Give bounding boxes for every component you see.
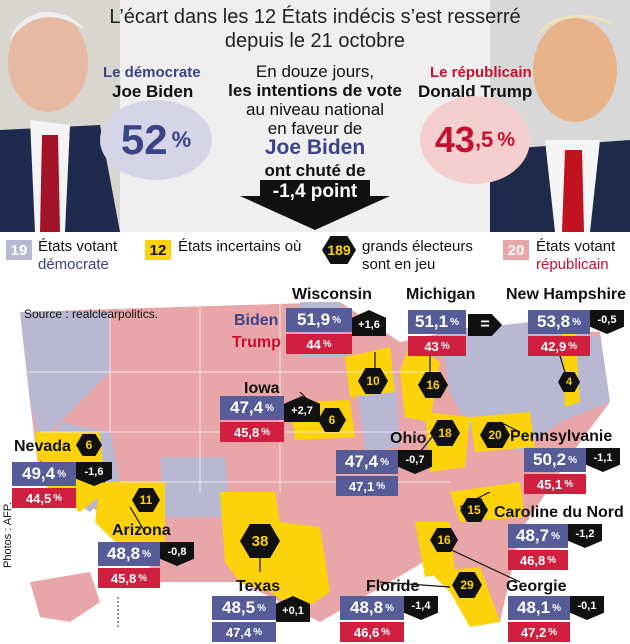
legend: 19 États votant démocrate 12 États incer… — [0, 232, 630, 278]
state-texas — [220, 492, 330, 612]
iowa-biden: 47,4% — [220, 396, 284, 420]
pennsylvanie-trump: 45,1% — [524, 474, 586, 494]
trump-percent: 43 — [434, 119, 475, 160]
ohio-name: Ohio — [390, 430, 427, 447]
usa-map: Source : realclearpolitics. Photos : AFP… — [0, 282, 630, 644]
legend-electors-count: 189 — [322, 236, 356, 264]
middle-line-1: En douze jours, — [255, 62, 375, 81]
biden-percent: 52 — [120, 116, 168, 163]
arizona-name: Arizona — [112, 522, 171, 539]
texas-trump: 47,4% — [212, 622, 276, 642]
floride-biden: 48,8% — [340, 596, 404, 620]
legend-dem-label-1: États votant — [38, 238, 118, 255]
iowa-trump: 45,8% — [220, 422, 284, 442]
biden-party: Le démocrate — [103, 64, 201, 81]
ohio-biden: 47,4% — [336, 450, 398, 474]
title-line-2: depuis le 21 octobre — [224, 30, 406, 52]
michigan-ev: 16 — [418, 372, 448, 398]
nevada-ev: 6 — [76, 434, 102, 456]
newhampshire-name: New Hampshire — [506, 286, 627, 303]
biden-percent-circle: 52 % — [100, 100, 212, 180]
georgie-trump: 47,2% — [508, 622, 570, 642]
wisconsin-ev: 10 — [358, 368, 388, 394]
legend-dem-count: 19 — [6, 240, 32, 260]
pennsylvanie-biden: 50,2% — [524, 448, 586, 472]
floride-name: Floride — [366, 578, 420, 595]
middle-line-4: en faveur de — [267, 119, 363, 138]
georgie-name: Georgie — [506, 578, 567, 595]
caroline-biden: 48,7% — [508, 524, 568, 548]
nevada-biden: 49,4% — [12, 462, 76, 486]
caroline-trump: 46,8% — [508, 550, 568, 570]
map-biden-tag: Biden — [234, 312, 279, 329]
ohio-ev: 18 — [430, 420, 460, 446]
trump-party: Le républicain — [430, 64, 532, 81]
legend-electors-label-2: sont en jeu — [362, 256, 436, 273]
header-banner: L’écart dans les 12 États indécis s’est … — [0, 0, 630, 232]
wisconsin-biden: 51,9% — [286, 308, 352, 332]
wisconsin-name: Wisconsin — [292, 286, 372, 303]
newhampshire-ev: 4 — [558, 372, 580, 392]
legend-rep-label-2: républicain — [536, 256, 609, 273]
legend-swing-count: 12 — [145, 240, 171, 260]
pennsylvanie-name: Pennsylvanie — [510, 428, 613, 445]
michigan-delta: = — [468, 314, 502, 336]
legend-rep-count: 20 — [503, 240, 529, 260]
middle-line-3: au niveau national — [245, 100, 384, 119]
title-line-1: L’écart dans les 12 États indécis s’est … — [109, 6, 521, 28]
newhampshire-trump: 42,9% — [528, 336, 590, 356]
iowa-name: Iowa — [244, 380, 280, 397]
michigan-biden: 51,1% — [408, 310, 466, 334]
arizona-biden: 48,8% — [98, 542, 160, 566]
legend-swing-label: États incertains où — [178, 238, 302, 255]
wisconsin-trump: 44% — [286, 334, 352, 354]
caroline-name: Caroline du Nord — [494, 504, 624, 521]
down-arrow — [240, 180, 390, 230]
georgie-biden: 48,1% — [508, 596, 570, 620]
middle-line-5: Joe Biden — [264, 136, 366, 159]
map-trump-tag: Trump — [232, 334, 281, 351]
pennsylvanie-ev: 20 — [480, 422, 510, 448]
biden-name: Joe Biden — [112, 82, 194, 101]
biden-photo — [0, 0, 120, 232]
texas-ev: 38 — [240, 524, 280, 558]
newhampshire-biden: 53,8% — [528, 310, 590, 334]
michigan-trump: 43% — [408, 336, 466, 356]
trump-percent-unit: % — [497, 128, 516, 151]
arizona-ev: 11 — [132, 488, 160, 512]
arizona-trump: 45,8% — [98, 568, 160, 588]
trump-name: Donald Trump — [418, 82, 533, 101]
texas-biden: 48,5% — [212, 596, 276, 620]
legend-electors-label-1: grands électeurs — [362, 238, 473, 255]
middle-line-7: -1,4 point — [272, 181, 358, 202]
ohio-trump: 47,1% — [336, 476, 398, 496]
texas-name: Texas — [236, 578, 281, 595]
middle-line-2: les intentions de vote — [228, 81, 402, 100]
trump-percent-decimal: ,5 — [474, 127, 494, 152]
nevada-name: Nevada — [14, 438, 71, 455]
source-note: Source : realclearpolitics. — [24, 307, 159, 321]
photo-credit: Photos : AFP. — [2, 502, 14, 568]
trump-percent-circle: 43 ,5 % — [420, 96, 530, 184]
legend-dem-label-2: démocrate — [38, 256, 109, 273]
biden-percent-unit: % — [171, 127, 192, 152]
legend-rep-label-1: États votant — [536, 238, 616, 255]
floride-trump: 46,6% — [340, 622, 404, 642]
nevada-trump: 44,5% — [12, 488, 76, 508]
michigan-name: Michigan — [406, 286, 476, 303]
middle-line-6: ont chuté de — [264, 161, 366, 180]
trump-photo — [490, 0, 630, 232]
